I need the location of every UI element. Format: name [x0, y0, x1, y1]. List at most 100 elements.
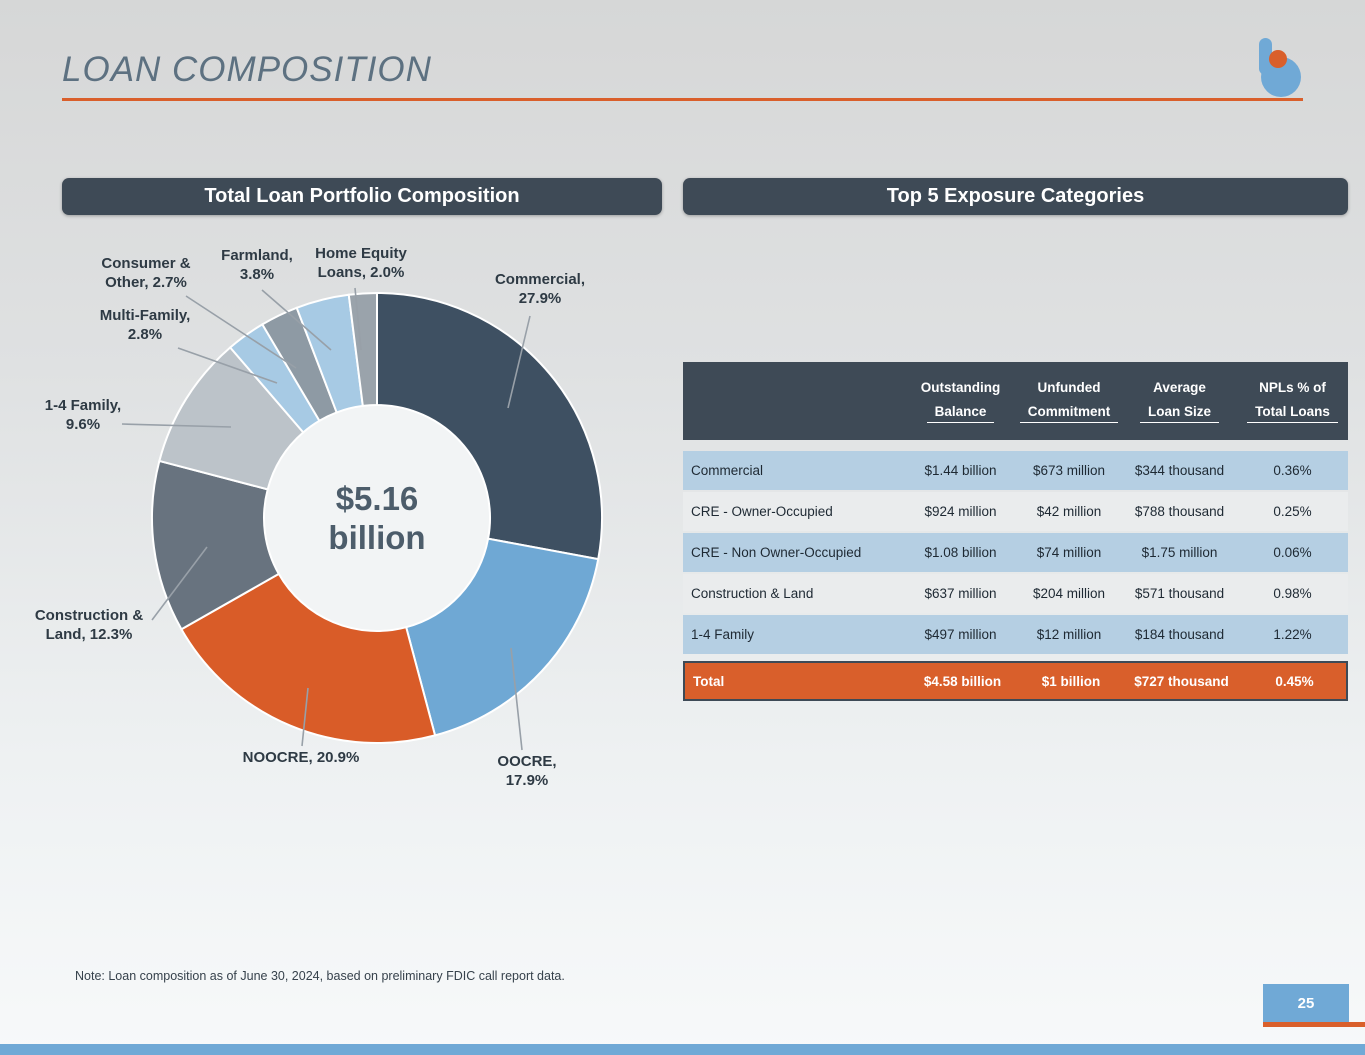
table-header-cell: Average Loan Size: [1122, 362, 1237, 440]
donut-segment-home-equity-loans: [347, 291, 378, 408]
donut-callout-farmland: Farmland, 3.8%: [197, 246, 317, 284]
table-header-cell: NPLs % of Total Loans: [1237, 362, 1348, 440]
brand-logo-icon: [1259, 38, 1301, 97]
leader-line: [507, 315, 531, 409]
donut-segment-multi-family: [228, 323, 321, 434]
table-value-cell: $344 thousand: [1134, 463, 1225, 478]
callout-line: Loans, 2.0%: [317, 264, 405, 281]
table-value-cell: $4.58 billion: [923, 673, 1002, 689]
header-line1: Average: [1153, 379, 1206, 395]
callout-line: NOOCRE, 20.9%: [242, 749, 360, 766]
callout-line: Construction &: [34, 607, 144, 624]
left-panel-header: Total Loan Portfolio Composition: [62, 178, 662, 215]
donut-callout-consumer-other: Consumer & Other, 2.7%: [71, 254, 221, 292]
donut-segment-oocre: [404, 537, 600, 737]
page-number-underline: [1263, 1022, 1365, 1027]
table-value-cell: $727 thousand: [1134, 673, 1229, 689]
table-value-cell: 0.98%: [1273, 586, 1312, 601]
page-number: 25: [1263, 984, 1349, 1022]
table-value-cell: $571 thousand: [1134, 586, 1225, 601]
header-line2: Balance: [926, 404, 995, 423]
donut-segment-1-4-family: [158, 346, 305, 491]
leader-line: [510, 647, 523, 751]
callout-line: Home Equity: [315, 245, 407, 262]
header-line2: Commitment: [1019, 404, 1119, 423]
table-value-cell: $673 million: [1032, 463, 1106, 478]
leader-line: [177, 347, 278, 384]
table-header-cell: [683, 362, 905, 440]
table-value-cell: 0.06%: [1273, 545, 1312, 560]
callout-line: 1-4 Family,: [44, 397, 122, 414]
table-row: CRE - Owner-Occupied $924 million $42 mill…: [683, 492, 1348, 531]
donut-segment-farmland: [295, 293, 364, 414]
leader-line: [261, 289, 332, 351]
table-row: CRE - Non Owner-Occupied $1.08 billion $74…: [683, 533, 1348, 572]
table-value-cell: $42 million: [1036, 504, 1102, 519]
callout-line: Commercial,: [494, 271, 586, 288]
table-row: Commercial $1.44 billion $673 million $344 …: [683, 451, 1348, 490]
table-value-cell: $637 million: [924, 586, 997, 601]
table-category-cell: CRE - Owner-Occupied: [691, 504, 833, 519]
callout-line: Farmland,: [221, 247, 293, 264]
table-header-cell: Outstanding Balance: [905, 362, 1016, 440]
callout-line: 9.6%: [65, 416, 101, 433]
donut-callout-oocre: OOCRE, 17.9%: [472, 752, 582, 790]
table-value-cell: $497 million: [924, 627, 997, 642]
table-value-cell: $924 million: [924, 504, 997, 519]
donut-center-label: $5.16 billion: [287, 472, 467, 564]
table-category-cell: CRE - Non Owner-Occupied: [691, 545, 862, 560]
donut-total-unit: billion: [328, 519, 426, 556]
callout-line: Consumer &: [101, 255, 191, 272]
table-value-cell: $1 billion: [1041, 673, 1101, 689]
table-value-cell: $74 million: [1036, 545, 1102, 560]
table-value-cell: 0.45%: [1275, 673, 1314, 689]
bottom-accent-bar: [0, 1044, 1365, 1055]
title-divider: [62, 98, 1303, 101]
table-value-cell: $12 million: [1036, 627, 1102, 642]
table-row: 1-4 Family $497 million $12 million $184 th…: [683, 615, 1348, 654]
donut-segment-noocre: [180, 572, 437, 744]
table-value-cell: 1.22%: [1273, 627, 1312, 642]
donut-total-value: $5.16: [335, 480, 419, 517]
table-value-cell: $184 thousand: [1134, 627, 1225, 642]
callout-line: 3.8%: [239, 266, 275, 283]
header-line2: Loan Size: [1139, 404, 1219, 423]
callout-line: Land, 12.3%: [45, 626, 133, 643]
brand-logo: [1256, 36, 1304, 98]
right-panel-header: Top 5 Exposure Categories: [683, 178, 1348, 215]
leader-line: [354, 287, 362, 351]
callout-line: 27.9%: [518, 290, 562, 307]
donut-callout-home-equity-loans: Home Equity Loans, 2.0%: [291, 244, 431, 282]
callout-line: OOCRE,: [497, 753, 557, 770]
header-line1: Unfunded: [1037, 379, 1101, 395]
donut-callout-commercial: Commercial, 27.9%: [470, 270, 610, 308]
table-header-row: Outstanding Balance Unfunded Commitment Aver…: [683, 362, 1348, 440]
callout-line: Multi-Family,: [99, 307, 191, 324]
table-category-cell: Construction & Land: [691, 586, 814, 601]
table-category-cell: 1-4 Family: [691, 627, 755, 642]
callout-line: 2.8%: [127, 326, 163, 343]
table-header-cell: Unfunded Commitment: [1016, 362, 1122, 440]
header-line1: NPLs % of: [1259, 379, 1326, 395]
table-value-cell: $1.08 billion: [924, 545, 997, 560]
table-value-cell: $1.44 billion: [924, 463, 997, 478]
header-line1: Outstanding: [920, 379, 1001, 395]
table-total-row: Total $4.58 billion $1 billion $727 thousan…: [683, 661, 1348, 701]
page-title: LOAN COMPOSITION: [62, 50, 432, 89]
table-category-cell: Total: [693, 673, 725, 689]
table-value-cell: $1.75 million: [1141, 545, 1218, 560]
donut-callout-1-4-family: 1-4 Family, 9.6%: [13, 396, 153, 434]
table-category-cell: Commercial: [691, 463, 764, 478]
footnote: Note: Loan composition as of June 30, 20…: [75, 969, 565, 983]
table-value-cell: $204 million: [1032, 586, 1106, 601]
donut-callout-noocre: NOOCRE, 20.9%: [211, 748, 391, 767]
callout-line: 17.9%: [505, 772, 549, 789]
table-value-cell: 0.36%: [1273, 463, 1312, 478]
leader-line: [301, 687, 309, 747]
table-value-cell: 0.25%: [1273, 504, 1312, 519]
donut-callout-multi-family: Multi-Family, 2.8%: [70, 306, 220, 344]
donut-segment-construction-land: [151, 459, 281, 631]
table-value-cell: $788 thousand: [1134, 504, 1225, 519]
donut-callout-construction-land: Construction & Land, 12.3%: [4, 606, 174, 644]
